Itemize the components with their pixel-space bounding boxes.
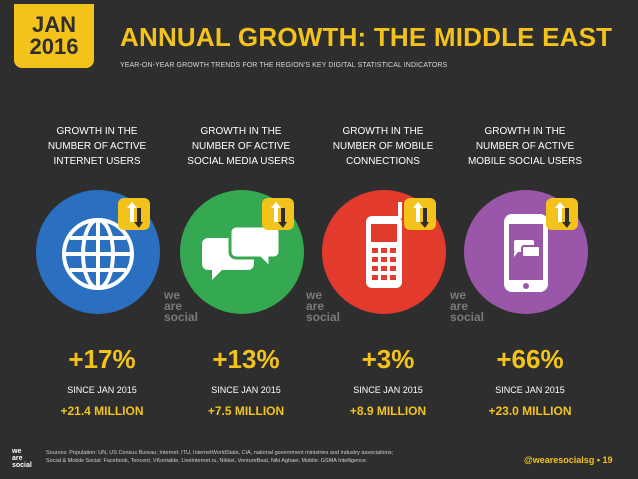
chat-bubbles-icon <box>180 190 304 314</box>
heading-internet-users: GROWTH IN THE NUMBER OF ACTIVE INTERNET US… <box>47 126 147 167</box>
footer-logo: we are social <box>12 448 32 469</box>
watermark-logo: we are social <box>164 288 199 324</box>
mobile-circle <box>320 188 448 316</box>
page-number: 19 <box>602 455 613 465</box>
since-social-media: SINCE JAN 2015 <box>211 385 281 395</box>
since-internet: SINCE JAN 2015 <box>67 385 137 395</box>
watermark-logo: we are social <box>306 288 341 324</box>
since-mobile: SINCE JAN 2015 <box>353 385 423 395</box>
absolute-mobile-social: +23.0 MILLION <box>488 404 572 418</box>
badge-month: JAN <box>31 12 76 37</box>
social-media-circle <box>178 188 306 316</box>
social-handle: @wearesocialsg • 19 <box>524 455 613 465</box>
since-mobile-social: SINCE JAN 2015 <box>495 385 565 395</box>
sources-text: Sources: Population: UN, US Census Burea… <box>46 450 394 464</box>
mobile-phone-icon <box>322 190 446 314</box>
heading-social-media-users: GROWTH IN THE NUMBER OF ACTIVE SOCIAL MEDI… <box>187 126 295 167</box>
globe-icon <box>36 190 160 314</box>
percent-mobile-social: +66% <box>496 344 564 374</box>
heading-mobile-connections: GROWTH IN THE NUMBER OF MOBILE CONNECTIONS <box>332 126 434 167</box>
smartphone-chat-icon <box>464 190 588 314</box>
page-title: ANNUAL GROWTH: THE MIDDLE EAST <box>120 22 613 52</box>
percent-mobile: +3% <box>361 344 415 374</box>
badge-year: 2016 <box>29 34 79 59</box>
absolute-social-media: +7.5 MILLION <box>207 404 285 418</box>
percent-internet: +17% <box>68 344 136 374</box>
page-subtitle: YEAR-ON-YEAR GROWTH TRENDS FOR THE REGIO… <box>120 62 448 69</box>
absolute-internet: +21.4 MILLION <box>60 404 144 418</box>
watermark-logo: we are social <box>450 288 485 324</box>
heading-mobile-social-users: GROWTH IN THE NUMBER OF ACTIVE MOBILE SOCI… <box>467 126 583 167</box>
mobile-social-circle <box>462 188 590 316</box>
percent-social-media: +13% <box>212 344 280 374</box>
date-badge: JAN 2016 <box>14 4 94 68</box>
absolute-mobile: +8.9 MILLION <box>349 404 427 418</box>
internet-circle <box>34 188 162 316</box>
